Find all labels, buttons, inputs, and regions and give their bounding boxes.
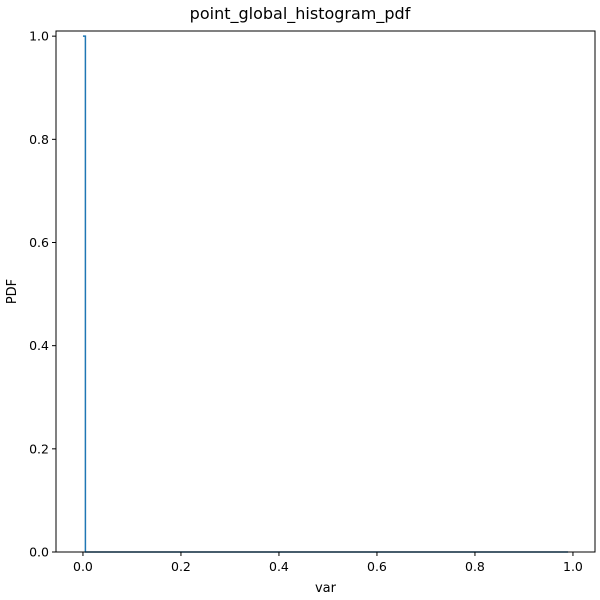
y-tick-label: 0.0: [29, 545, 49, 560]
y-axis-label: PDF: [5, 279, 20, 304]
plot-frame: [55, 30, 596, 553]
y-tick-label: 0.6: [29, 235, 49, 250]
x-tick-label: 0.6: [367, 559, 387, 574]
y-tick-label: 1.0: [29, 29, 49, 44]
y-tick-label: 0.2: [29, 441, 49, 456]
x-tick-label: 0.4: [269, 559, 289, 574]
x-axis-ticks: 0.0 0.2 0.4 0.6 0.8 1.0: [73, 552, 583, 574]
x-tick-label: 1.0: [563, 559, 583, 574]
y-axis-ticks: 0.0 0.2 0.4 0.6 0.8 1.0: [29, 29, 56, 560]
y-tick-label: 0.4: [29, 338, 49, 353]
x-tick-label: 0.2: [171, 559, 191, 574]
y-tick-label: 0.8: [29, 132, 49, 147]
x-axis-label: var: [315, 581, 337, 596]
x-tick-label: 0.0: [73, 559, 93, 574]
chart-title: point_global_histogram_pdf: [190, 4, 411, 24]
x-tick-label: 0.8: [465, 559, 485, 574]
